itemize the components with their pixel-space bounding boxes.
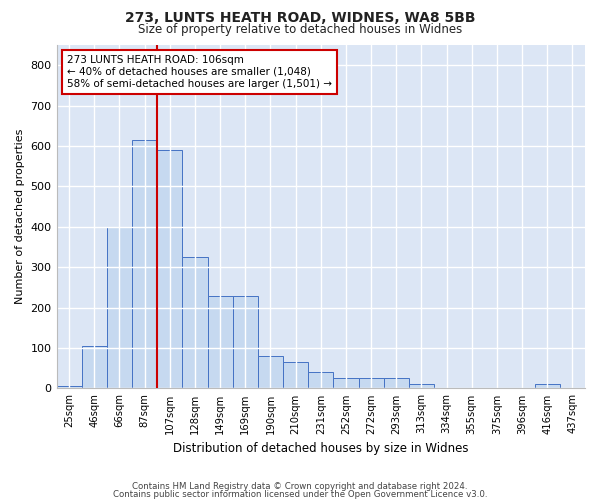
Text: 273, LUNTS HEATH ROAD, WIDNES, WA8 5BB: 273, LUNTS HEATH ROAD, WIDNES, WA8 5BB (125, 11, 475, 25)
Bar (283, 362, 308, 388)
Bar (258, 356, 283, 388)
Bar (233, 296, 258, 388)
Bar (208, 296, 233, 388)
Bar (359, 378, 383, 388)
Bar (182, 257, 208, 388)
Bar (56, 386, 82, 388)
Text: Contains public sector information licensed under the Open Government Licence v3: Contains public sector information licen… (113, 490, 487, 499)
Bar (157, 150, 182, 388)
Bar (82, 346, 107, 389)
Bar (334, 378, 359, 388)
Text: 273 LUNTS HEATH ROAD: 106sqm
← 40% of detached houses are smaller (1,048)
58% of: 273 LUNTS HEATH ROAD: 106sqm ← 40% of de… (67, 56, 332, 88)
Bar (409, 384, 434, 388)
X-axis label: Distribution of detached houses by size in Widnes: Distribution of detached houses by size … (173, 442, 469, 455)
Bar (107, 227, 132, 388)
Bar (535, 384, 560, 388)
Bar (308, 372, 334, 388)
Bar (383, 378, 409, 388)
Text: Contains HM Land Registry data © Crown copyright and database right 2024.: Contains HM Land Registry data © Crown c… (132, 482, 468, 491)
Bar (132, 140, 157, 388)
Text: Size of property relative to detached houses in Widnes: Size of property relative to detached ho… (138, 22, 462, 36)
Y-axis label: Number of detached properties: Number of detached properties (15, 129, 25, 304)
